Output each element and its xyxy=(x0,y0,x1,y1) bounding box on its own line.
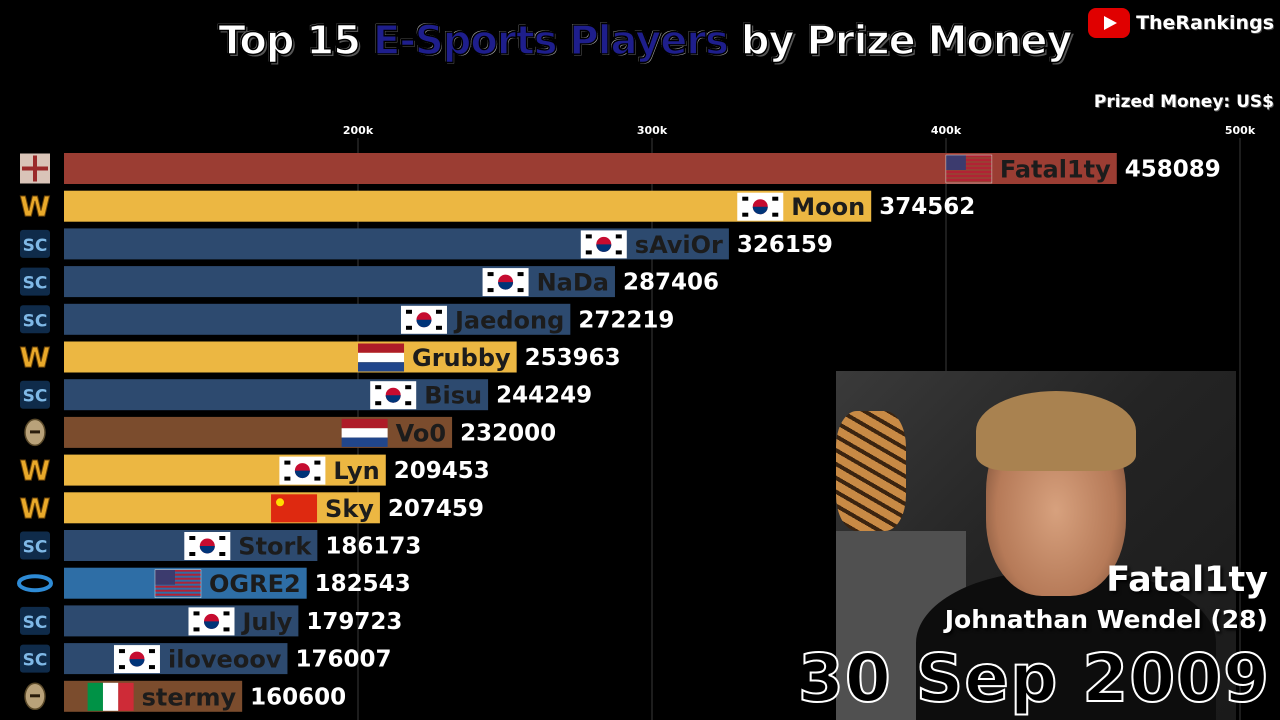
flag-kr-icon xyxy=(279,456,326,485)
bar-label: OGRE2 xyxy=(209,570,301,598)
starcraft-game-icon: SC xyxy=(20,305,50,334)
starcraft-game-icon: SC xyxy=(20,229,50,258)
youtube-logo-icon xyxy=(1088,8,1131,38)
halo-game-icon xyxy=(17,574,53,593)
flag-nl-icon xyxy=(341,418,388,447)
bar-value-label: 374562 xyxy=(879,194,975,220)
flag-kr-icon xyxy=(737,192,784,221)
bar xyxy=(64,153,1117,184)
current-date: 30 Sep 2009 xyxy=(797,640,1270,717)
aoe-game-icon xyxy=(24,418,46,447)
x-tick-label: 500k xyxy=(1225,124,1256,137)
player-photo xyxy=(836,371,1236,720)
bar-label: sAviOr xyxy=(635,231,723,259)
svg-text:SC: SC xyxy=(23,651,48,671)
bar xyxy=(64,454,386,486)
bar-value-label: 160600 xyxy=(250,684,346,710)
title-highlight: E-Sports Players xyxy=(372,17,729,65)
bar-value-label: 326159 xyxy=(737,232,833,258)
bar-label: Vo0 xyxy=(396,419,446,447)
bar xyxy=(64,416,453,448)
starcraft-game-icon: SC xyxy=(20,606,50,635)
flag-us-icon xyxy=(154,569,202,598)
chart-title: Top 15 E-Sports Players by Prize Money xyxy=(0,17,1280,65)
bar xyxy=(64,228,729,260)
flag-kr-icon xyxy=(370,381,417,410)
quake-game-icon xyxy=(20,153,50,184)
flag-us-icon xyxy=(945,154,993,184)
bar-value-label: 253963 xyxy=(525,345,621,371)
svg-text:W: W xyxy=(20,190,51,223)
flag-kr-icon xyxy=(113,645,160,674)
bar xyxy=(64,190,872,222)
starcraft-game-icon: SC xyxy=(20,644,50,673)
starcraft-game-icon: SC xyxy=(20,380,50,409)
flag-kr-icon xyxy=(482,268,529,297)
flag-cn-icon xyxy=(271,494,318,523)
svg-text:SC: SC xyxy=(23,236,48,256)
bar xyxy=(64,303,571,335)
channel-brand[interactable]: TheRankings xyxy=(1088,8,1274,38)
flag-kr-icon xyxy=(400,305,447,334)
bar-value-label: 182543 xyxy=(315,571,411,597)
svg-text:SC: SC xyxy=(23,311,48,331)
bar-label: Sky xyxy=(325,495,374,523)
bar-value-label: 176007 xyxy=(295,647,391,673)
svg-text:W: W xyxy=(20,492,51,525)
bar-value-label: 209453 xyxy=(394,458,490,484)
bar-label: Moon xyxy=(791,193,865,221)
flag-kr-icon xyxy=(184,532,231,560)
starcraft-game-icon: SC xyxy=(20,267,50,296)
bar-label: July xyxy=(240,608,292,636)
bar-value-label: 232000 xyxy=(460,420,556,446)
bar-label: Stork xyxy=(238,533,312,561)
svg-text:W: W xyxy=(20,454,51,487)
flag-kr-icon xyxy=(580,230,627,259)
bar-value-label: 207459 xyxy=(388,496,484,522)
warcraft-game-icon: W xyxy=(19,491,51,525)
bar-label: Lyn xyxy=(333,457,379,485)
bar-label: NaDa xyxy=(537,269,609,297)
bar xyxy=(64,266,615,298)
channel-name: TheRankings xyxy=(1136,12,1274,34)
bar xyxy=(64,605,299,637)
bar-label: iloveoov xyxy=(168,646,282,674)
bar xyxy=(64,341,517,373)
svg-text:SC: SC xyxy=(23,613,48,633)
svg-text:W: W xyxy=(20,341,51,374)
bar-value-label: 244249 xyxy=(496,383,592,409)
featured-player-name: Fatal1ty xyxy=(1106,560,1268,600)
warcraft-game-icon: W xyxy=(19,190,51,224)
warcraft-game-icon: W xyxy=(19,341,51,375)
x-tick-label: 300k xyxy=(637,124,668,137)
title-post: by Prize Money xyxy=(727,17,1073,65)
bar-label: Grubby xyxy=(412,344,511,372)
bar-label: Jaedong xyxy=(453,306,564,334)
title-pre: Top 15 xyxy=(218,17,373,65)
flag-nl-icon xyxy=(358,343,405,372)
warcraft-game-icon: W xyxy=(19,454,51,488)
svg-text:SC: SC xyxy=(23,538,48,558)
bar-label: Bisu xyxy=(424,382,482,410)
bar xyxy=(64,492,380,524)
x-tick-label: 200k xyxy=(343,124,374,137)
x-tick-label: 400k xyxy=(931,124,962,137)
starcraft-game-icon: SC xyxy=(20,531,50,560)
bar-label: Fatal1ty xyxy=(1000,156,1111,184)
flag-kr-icon xyxy=(188,607,235,636)
flag-it-icon xyxy=(87,682,134,711)
bar-value-label: 186173 xyxy=(325,534,421,560)
bar-value-label: 272219 xyxy=(578,307,674,333)
bar xyxy=(64,379,489,411)
bar-label: stermy xyxy=(142,683,237,711)
svg-text:SC: SC xyxy=(23,387,48,407)
svg-text:SC: SC xyxy=(23,274,48,294)
featured-real-name: Johnathan Wendel (28) xyxy=(944,605,1268,634)
bar-value-label: 458089 xyxy=(1125,157,1221,183)
bar-value-label: 287406 xyxy=(623,270,719,296)
aoe-game-icon xyxy=(24,682,46,711)
unit-label: Prized Money: US$ xyxy=(1093,92,1274,112)
bar xyxy=(64,643,288,675)
bar-value-label: 179723 xyxy=(306,609,402,635)
